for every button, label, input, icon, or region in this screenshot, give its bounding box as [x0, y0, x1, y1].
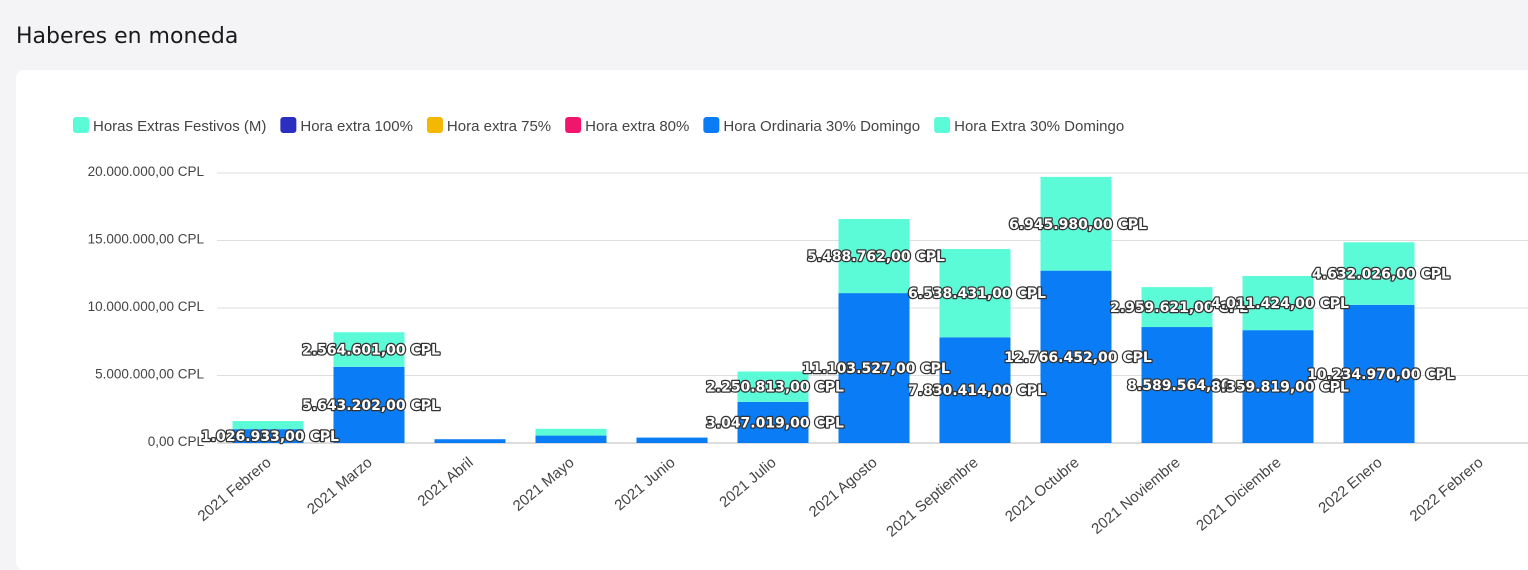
legend-label: Hora Extra 30% Domingo	[954, 118, 1124, 135]
legend-label: Hora extra 100%	[300, 118, 413, 135]
legend-swatch	[703, 117, 720, 133]
data-label: 4.011.424,00 CPL	[1211, 296, 1349, 312]
legend-label: Hora extra 80%	[585, 118, 689, 135]
x-tick-label: 2021 Septiembre	[883, 454, 981, 540]
x-tick-label: 2021 Marzo	[304, 454, 376, 518]
bar-segment[interactable]	[838, 219, 910, 294]
x-tick-label: 2021 Octubre	[1002, 454, 1083, 525]
x-tick-label: 2022 Febrero	[1407, 454, 1487, 525]
legend-item[interactable]: Hora Ordinaria 30% Domingo	[703, 117, 920, 135]
x-tick-label: 2021 Julio	[716, 454, 779, 511]
bar-segment[interactable]	[838, 293, 910, 443]
data-label: 2.564.601,00 CPL	[302, 343, 440, 359]
legend-swatch	[280, 117, 297, 133]
x-tick-label: 2021 Febrero	[195, 454, 275, 525]
legend-swatch	[73, 117, 89, 133]
x-tick-label: 2021 Mayo	[510, 454, 578, 515]
data-label: 1.026.933,00 CPL	[201, 429, 339, 445]
legend-swatch	[426, 117, 443, 133]
legend-label: Hora extra 75%	[447, 118, 551, 135]
page-title: Haberes en moneda	[16, 24, 239, 49]
stacked-bar-chart: Horas Extras Festivos (M) Hora extra 100%…	[73, 117, 1528, 541]
bar-segment[interactable]	[939, 249, 1011, 338]
bar-segment[interactable]	[1242, 330, 1314, 443]
bar-segment[interactable]	[1040, 176, 1112, 271]
data-label: 7.830.414,00 CPL	[908, 383, 1046, 399]
chart-card: Horas Extras Festivos (M) Hora extra 100%…	[16, 70, 1528, 570]
y-tick-label: 0,00 CPL	[148, 434, 205, 449]
data-label: 6.538.431,00 CPL	[908, 286, 1046, 302]
bar-segment[interactable]	[1343, 304, 1415, 443]
x-tick-label: 2021 Junio	[611, 454, 678, 514]
data-label: 2.959.621,00 CPL	[1110, 300, 1248, 316]
bar-segment[interactable]	[232, 429, 304, 443]
legend-label: Hora Ordinaria 30% Domingo	[723, 118, 920, 135]
legend-swatch	[565, 117, 582, 133]
legend-item[interactable]: Hora Extra 30% Domingo	[934, 117, 1124, 135]
data-label: 12.766.452,00 CPL	[1004, 350, 1152, 366]
x-tick-label: 2021 Noviembre	[1088, 454, 1183, 538]
y-tick-label: 5.000.000,00 CPL	[95, 367, 204, 382]
y-tick-label: 20.000.000,00 CPL	[88, 164, 205, 179]
bar-segment[interactable]	[333, 332, 405, 367]
data-label: 4.632.026,00 CPL	[1312, 267, 1450, 283]
x-tick-label: 2021 Diciembre	[1193, 454, 1284, 535]
bar-segment[interactable]	[1343, 242, 1415, 305]
data-label: 2.250.813,00 CPL	[706, 380, 844, 396]
legend-item[interactable]: Hora extra 75%	[426, 117, 551, 135]
bar-segment[interactable]	[535, 428, 607, 436]
data-label: 10.234.970,00 CPL	[1307, 367, 1455, 383]
data-label: 11.103.527,00 CPL	[802, 361, 950, 377]
x-tick-label: 2021 Agosto	[806, 454, 881, 521]
bar-segment[interactable]	[535, 435, 607, 443]
bar-segment[interactable]	[232, 421, 304, 430]
legend-label: Horas Extras Festivos (M)	[93, 118, 266, 135]
bar-segment[interactable]	[333, 366, 405, 443]
legend-item[interactable]: Hora extra 100%	[280, 117, 413, 135]
bar-segment[interactable]	[636, 437, 708, 443]
bar-segment[interactable]	[434, 439, 506, 443]
y-tick-label: 15.000.000,00 CPL	[88, 232, 205, 247]
x-tick-label: 2021 Abril	[415, 454, 477, 510]
y-tick-label: 10.000.000,00 CPL	[88, 299, 205, 314]
legend-item[interactable]: Horas Extras Festivos (M)	[73, 117, 266, 135]
bar-segment[interactable]	[1040, 270, 1112, 443]
bar-segment[interactable]	[1141, 327, 1213, 443]
bar-segment[interactable]	[939, 337, 1011, 443]
data-label: 5.643.202,00 CPL	[302, 398, 440, 414]
bar-segment[interactable]	[1242, 275, 1314, 331]
data-label: 8.359.819,00 CPL	[1211, 380, 1349, 396]
legend-swatch	[934, 117, 951, 133]
data-label: 5.488.762,00 CPL	[807, 249, 945, 265]
bar-segment[interactable]	[737, 371, 809, 402]
data-label: 8.589.564,00	[1127, 378, 1231, 394]
legend-item[interactable]: Hora extra 80%	[565, 117, 689, 135]
bar-segment[interactable]	[1141, 287, 1213, 328]
x-tick-label: 2022 Enero	[1315, 454, 1385, 517]
data-label: 3.047.019,00 CPL	[706, 415, 844, 431]
bar-segment[interactable]	[737, 401, 809, 443]
data-label: 6.945.980,00 CPL	[1009, 217, 1147, 233]
